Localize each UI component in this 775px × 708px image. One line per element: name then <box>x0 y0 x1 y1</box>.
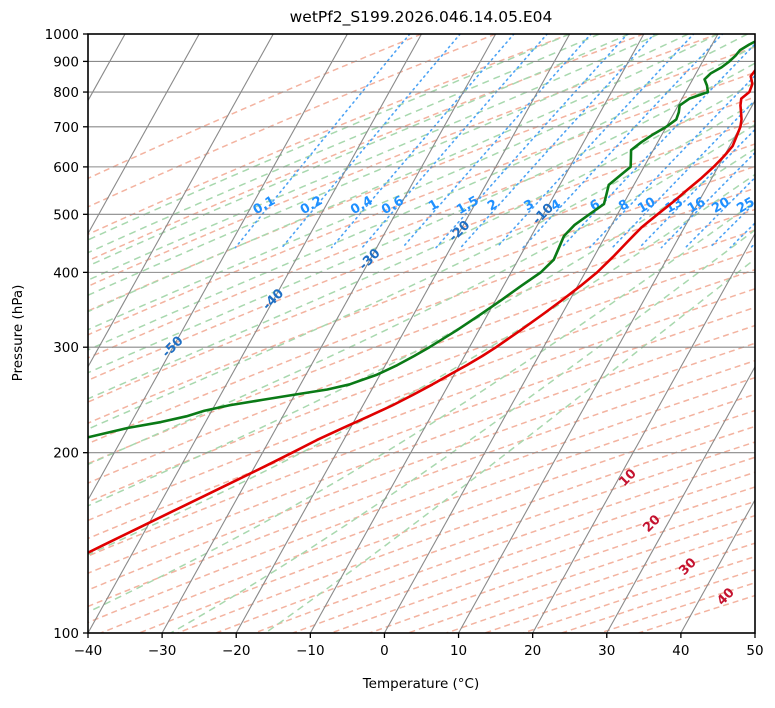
mixing-ratio-line <box>435 34 629 249</box>
moist-adiabat-line <box>88 123 755 466</box>
isotherm-line <box>680 498 755 633</box>
isotherm-label: -70 <box>0 383 11 410</box>
x-axis-label: Temperature (°C) <box>362 676 480 692</box>
y-tick-label: 400 <box>53 265 79 281</box>
moist-adiabat-line <box>88 34 719 313</box>
isotherm-label-text: -70 <box>0 383 11 410</box>
dry-adiabat-line <box>88 376 755 624</box>
isotherm-line <box>88 34 422 633</box>
mixing-ratio-line <box>495 34 695 249</box>
isotherm-line <box>88 34 200 235</box>
x-tick-label: 10 <box>450 643 467 659</box>
y-tick-label: 600 <box>53 160 79 176</box>
isotherm-line <box>88 34 274 368</box>
mixing-ratio-line <box>638 128 755 249</box>
grid-group <box>88 34 755 633</box>
x-tick-label: 20 <box>524 643 541 659</box>
y-tick-label: 500 <box>53 207 79 223</box>
y-tick-label: 900 <box>53 54 79 70</box>
y-tick-label: 1000 <box>45 27 79 43</box>
x-tick-label: −40 <box>74 643 103 659</box>
isotherm-line <box>383 34 719 633</box>
profile-group <box>88 40 755 555</box>
y-axis-label: Pressure (hPa) <box>10 285 26 382</box>
dry-adiabat-line <box>88 96 755 359</box>
dry-adiabat-line <box>88 34 570 236</box>
isotherm-line <box>606 365 755 633</box>
mixing-ratio-label-text: 30 <box>755 195 775 217</box>
mixing-ratio-label-text: 25 <box>734 195 757 217</box>
x-tick-label: 50 <box>746 643 763 659</box>
moist-adiabat-line <box>88 45 755 351</box>
moist-adiabat-line <box>88 34 689 297</box>
isotherm-line <box>309 34 645 633</box>
y-tick-label: 700 <box>53 120 79 136</box>
dry-adiabat-line <box>88 187 755 445</box>
mixing-ratio-line <box>234 34 411 249</box>
mixing-ratio-line <box>522 34 724 249</box>
isotherm-line <box>754 631 755 633</box>
isotherm-label-text: -60 <box>63 373 90 400</box>
isotherm-line <box>88 34 348 502</box>
x-tick-label: −20 <box>222 643 251 659</box>
isotherm-label: -60 <box>63 373 91 400</box>
isotherm-line <box>235 34 571 633</box>
moist-adiabat-line <box>88 173 755 556</box>
dry-adiabat-line <box>88 165 755 424</box>
mixing-ratio-line <box>361 34 549 249</box>
dry-adiabat-line <box>88 34 645 262</box>
dry-adiabat-line <box>88 268 755 522</box>
mixing-ratio-line <box>330 34 515 249</box>
mixing-ratio-label: 30 <box>755 195 775 217</box>
mixing-ratio-line <box>660 151 755 249</box>
x-tick-label: 30 <box>598 643 615 659</box>
dry-adiabat-line <box>88 46 755 312</box>
dry-adiabat-line <box>88 249 755 503</box>
x-tick-label: −30 <box>148 643 177 659</box>
isotherm-line <box>532 232 755 633</box>
x-tick-label: 40 <box>672 643 689 659</box>
mixing-ratio-line <box>611 99 755 249</box>
isotherm-line <box>161 34 497 633</box>
dry-adiabat-line <box>88 34 422 180</box>
mixing-ratio-line <box>459 34 656 249</box>
moist-adiabat-line <box>88 34 571 241</box>
y-tick-label: 100 <box>53 626 79 642</box>
plot-background <box>88 34 755 633</box>
moist-adiabat-line <box>88 62 755 374</box>
y-tick-label: 200 <box>53 446 79 462</box>
mixing-ratio-label: 25 <box>734 195 757 217</box>
dry-adiabat-line <box>88 71 755 336</box>
dry-adiabat-line <box>88 34 496 208</box>
dry-adiabat-line <box>88 306 755 557</box>
y-tick-label: 800 <box>53 85 79 101</box>
axes-frame <box>87 33 756 634</box>
mixing-ratio-line <box>560 42 755 249</box>
profile-line-dewpoint <box>88 40 755 439</box>
moist-adiabat-line <box>170 229 755 633</box>
moist-adiabat-line <box>88 147 755 507</box>
moist-adiabat-line <box>88 34 630 267</box>
moist-adiabat-line <box>88 101 755 430</box>
dry-adiabat-line <box>88 34 719 288</box>
x-tick-label: 0 <box>380 643 389 659</box>
x-tick-label: −10 <box>296 643 325 659</box>
chart-title: wetPf2_S199.2026.046.14.05.E04 <box>290 8 553 27</box>
profile-line-temperature <box>88 68 755 555</box>
mixing-ratio-line <box>281 34 462 249</box>
dry-adiabat-line <box>88 324 755 575</box>
moist-adiabat-line <box>88 34 600 254</box>
y-tick-label: 300 <box>53 340 79 356</box>
dry-adiabat-line <box>88 359 755 608</box>
